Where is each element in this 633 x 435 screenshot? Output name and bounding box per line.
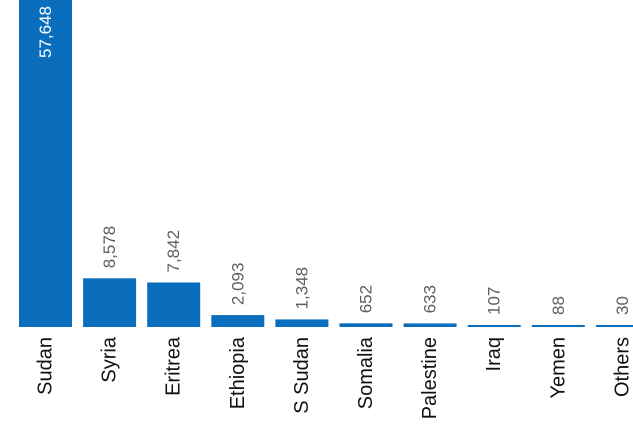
value-label-yemen: 88 — [549, 296, 568, 315]
bar-iraq — [467, 325, 521, 327]
value-label-iraq: 107 — [485, 287, 504, 315]
category-label-ethiopia: Ethiopia — [227, 336, 249, 409]
bar-palestine — [403, 323, 457, 327]
category-label-yemen: Yemen — [547, 337, 569, 399]
bar-syria — [83, 278, 137, 327]
bars-group — [19, 0, 633, 327]
category-label-somalia: Somalia — [355, 336, 377, 409]
value-label-somalia: 652 — [357, 285, 376, 313]
bar-others — [595, 325, 633, 327]
category-label-sudan: Sudan — [35, 337, 57, 395]
category-label-iraq: Iraq — [483, 337, 505, 371]
bar-somalia — [339, 323, 393, 327]
value-label-sudan: 57,648 — [36, 6, 55, 58]
value-label-syria: 8,578 — [100, 226, 119, 269]
value-label-palestine: 633 — [421, 285, 440, 313]
value-labels-group: 57,648 8,578 7,842 2,093 1,348 652 633 107 88 30 — [36, 6, 632, 315]
value-label-others: 30 — [613, 296, 632, 315]
category-labels-group: Sudan Syria Eritrea Ethiopia S Sudan Somalia P… — [35, 336, 633, 419]
bar-eritrea — [147, 282, 201, 327]
value-label-eritrea: 7,842 — [164, 230, 183, 273]
bar-s-sudan — [275, 319, 329, 327]
bar-sudan — [19, 0, 72, 327]
category-label-syria: Syria — [99, 336, 121, 382]
bar-yemen — [531, 325, 585, 327]
bar-ethiopia — [211, 315, 265, 327]
value-label-s-sudan: 1,348 — [292, 267, 311, 310]
value-label-ethiopia: 2,093 — [228, 263, 247, 306]
category-label-eritrea: Eritrea — [163, 336, 185, 396]
category-label-s-sudan: S Sudan — [291, 337, 313, 414]
category-label-palestine: Palestine — [419, 337, 441, 419]
category-label-others: Others — [611, 337, 633, 397]
